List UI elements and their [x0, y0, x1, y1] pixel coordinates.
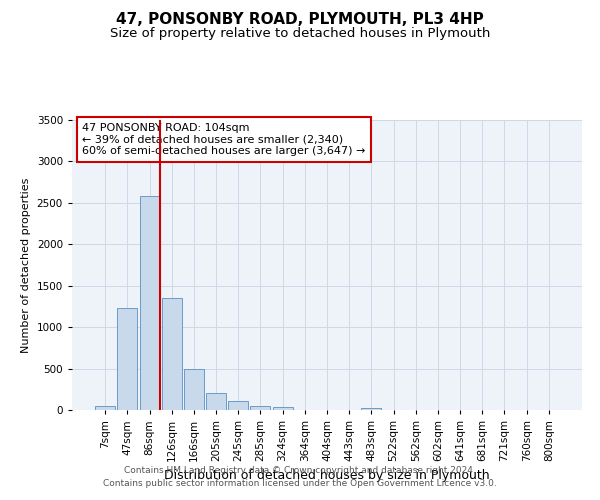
Bar: [228, 402, 248, 410]
Bar: [184, 370, 204, 410]
Text: Size of property relative to detached houses in Plymouth: Size of property relative to detached ho…: [110, 28, 490, 40]
Bar: [206, 394, 226, 410]
Bar: [140, 196, 160, 410]
Bar: [162, 298, 182, 410]
Y-axis label: Number of detached properties: Number of detached properties: [21, 178, 31, 352]
Bar: [118, 308, 137, 410]
Text: Contains HM Land Registry data © Crown copyright and database right 2024.
Contai: Contains HM Land Registry data © Crown c…: [103, 466, 497, 487]
X-axis label: Distribution of detached houses by size in Plymouth: Distribution of detached houses by size …: [164, 470, 490, 482]
Bar: [272, 406, 293, 410]
Bar: [361, 408, 382, 410]
Bar: [250, 406, 271, 410]
Text: 47, PONSONBY ROAD, PLYMOUTH, PL3 4HP: 47, PONSONBY ROAD, PLYMOUTH, PL3 4HP: [116, 12, 484, 28]
Bar: [95, 406, 115, 410]
Text: 47 PONSONBY ROAD: 104sqm
← 39% of detached houses are smaller (2,340)
60% of sem: 47 PONSONBY ROAD: 104sqm ← 39% of detach…: [82, 123, 365, 156]
